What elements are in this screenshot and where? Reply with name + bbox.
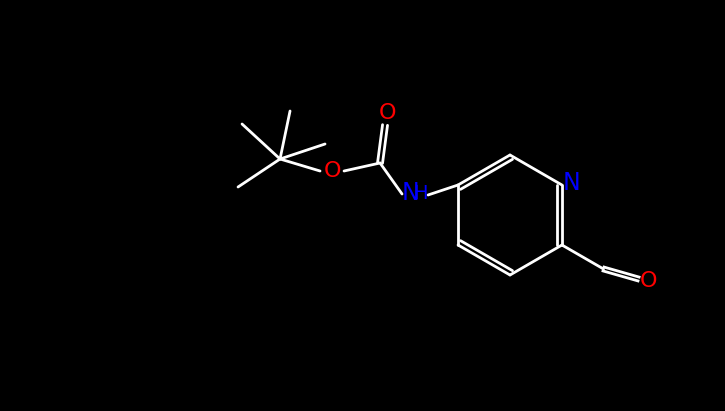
Text: H: H: [413, 183, 427, 203]
Text: N: N: [401, 181, 419, 205]
Text: O: O: [639, 271, 658, 291]
Text: O: O: [323, 161, 341, 181]
Text: O: O: [378, 103, 396, 123]
Text: N: N: [563, 171, 581, 195]
